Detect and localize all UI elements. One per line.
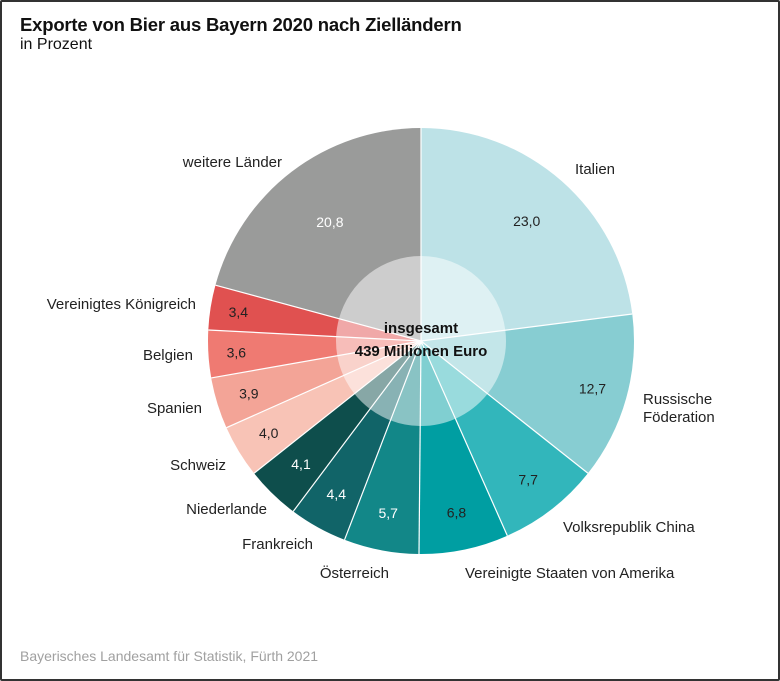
slice-separator <box>215 284 422 342</box>
category-label-belgien: Belgien <box>143 347 193 364</box>
value-label-niederlande: 4,1 <box>291 456 311 472</box>
inner-slice-volksrepublik-china <box>421 341 488 419</box>
category-label-frankreich: Frankreich <box>242 536 313 553</box>
slice-separator <box>420 340 508 536</box>
value-label-weitere-länder: 20,8 <box>316 214 343 230</box>
category-labels: Italien Russische Föderation Volksrepublik … <box>47 154 715 582</box>
chart-title: Exporte von Bier aus Bayern 2020 nach Zi… <box>20 14 462 35</box>
category-label-niederlande: Niederlande <box>186 501 267 518</box>
center-label-total-value: 439 Millionen Euro <box>355 343 488 360</box>
category-label-italien: Italien <box>575 161 615 178</box>
slice-separator <box>420 340 589 474</box>
value-label-belgien: 3,6 <box>227 344 247 360</box>
category-label-spanien: Spanien <box>147 400 202 417</box>
value-label-volksrepublik-china: 7,7 <box>518 471 538 487</box>
slice-separator <box>208 329 422 342</box>
inner-slice-weitere-länder <box>338 256 421 341</box>
value-label-vereinigte-staaten-von-amerika: 6,8 <box>447 504 467 520</box>
inner-slice-niederlande <box>354 341 421 410</box>
slice-separators <box>208 128 633 554</box>
center-label-total-caption: insgesamt <box>384 320 458 337</box>
slice-separator <box>343 340 422 541</box>
slice-separator <box>292 340 422 512</box>
value-label-frankreich: 4,4 <box>327 486 347 502</box>
inner-slice-belgien <box>336 336 421 356</box>
inner-slice-russische-föderation <box>421 330 506 394</box>
value-label-russische-föderation: 12,7 <box>579 381 606 397</box>
value-label-österreich: 5,7 <box>379 505 399 521</box>
inner-slice-frankreich <box>370 341 421 421</box>
inner-slice-schweiz <box>343 341 421 394</box>
category-label-vereinigtes-königreich: Vereinigtes Königreich <box>47 296 196 313</box>
category-label-vereinigte-staaten-von-amerika: Vereinigte Staaten von Amerika <box>465 565 675 582</box>
inner-slice-italien <box>421 256 506 341</box>
chart-subtitle: in Prozent <box>20 36 93 53</box>
slice-separator <box>253 340 422 474</box>
inner-slice-spanien <box>337 341 421 376</box>
category-label-schweiz: Schweiz <box>170 457 226 474</box>
category-label-russische-föderation: Russische Föderation <box>643 391 715 426</box>
category-label-weitere-länder: weitere Länder <box>182 154 282 171</box>
slice-separator <box>226 340 422 429</box>
value-label-italien: 23,0 <box>513 213 540 229</box>
category-label-volksrepublik-china: Volksrepublik China <box>563 519 695 536</box>
slice-separator <box>418 340 422 554</box>
value-label-schweiz: 4,0 <box>259 425 279 441</box>
value-label-spanien: 3,9 <box>239 386 259 402</box>
source-note: Bayerisches Landesamt für Statistik, Für… <box>20 648 319 664</box>
value-label-vereinigtes-königreich: 3,4 <box>229 304 249 320</box>
category-label-österreich: Österreich <box>320 564 389 582</box>
inner-slice-vereinigte-staaten-von-amerika <box>420 341 456 426</box>
slice-separator <box>420 313 633 342</box>
value-labels: 23,0 12,7 7,7 6,8 5,7 4,4 4,1 4,0 3,9 3,6 3,4 20,8 <box>227 213 607 521</box>
inner-ring-overlay <box>336 256 506 426</box>
slice-separator <box>211 340 422 379</box>
